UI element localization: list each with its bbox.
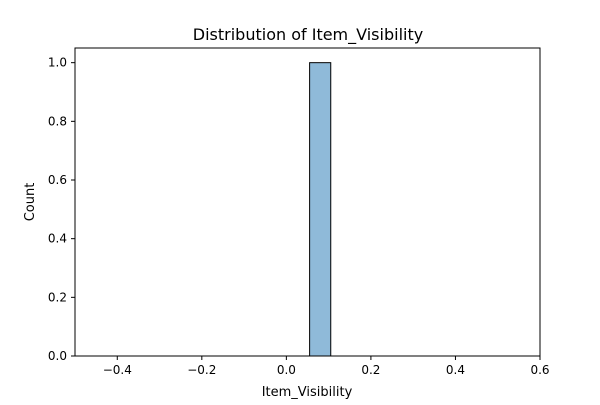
- y-axis-ticks: 0.0 0.2 0.4 0.6 0.8 1.0: [48, 56, 75, 363]
- x-tick-label: −0.4: [103, 363, 132, 377]
- y-axis-label: Count: [23, 183, 38, 222]
- x-tick-label: −0.2: [187, 363, 216, 377]
- plot-area: [96, 62, 519, 357]
- histogram-bar: [309, 62, 332, 357]
- x-tick-label: 0.4: [446, 363, 465, 377]
- y-tick-label: 0.4: [48, 232, 67, 246]
- y-tick-label: 0.8: [48, 114, 67, 128]
- chart-title: Distribution of Item_Visibility: [193, 25, 423, 45]
- x-axis-ticks: −0.4 −0.2 0.0 0.2 0.4 0.6: [103, 356, 550, 377]
- x-tick-label: 0.2: [361, 363, 380, 377]
- y-tick-label: 0.6: [48, 173, 67, 187]
- y-tick-label: 0.2: [48, 290, 67, 304]
- y-tick-label: 1.0: [48, 56, 67, 70]
- y-tick-label: 0.0: [48, 349, 67, 363]
- axes-frame: [74, 47, 541, 357]
- x-tick-label: 0.0: [277, 363, 296, 377]
- x-axis-label: Item_Visibility: [262, 385, 353, 400]
- x-tick-label: 0.6: [530, 363, 549, 377]
